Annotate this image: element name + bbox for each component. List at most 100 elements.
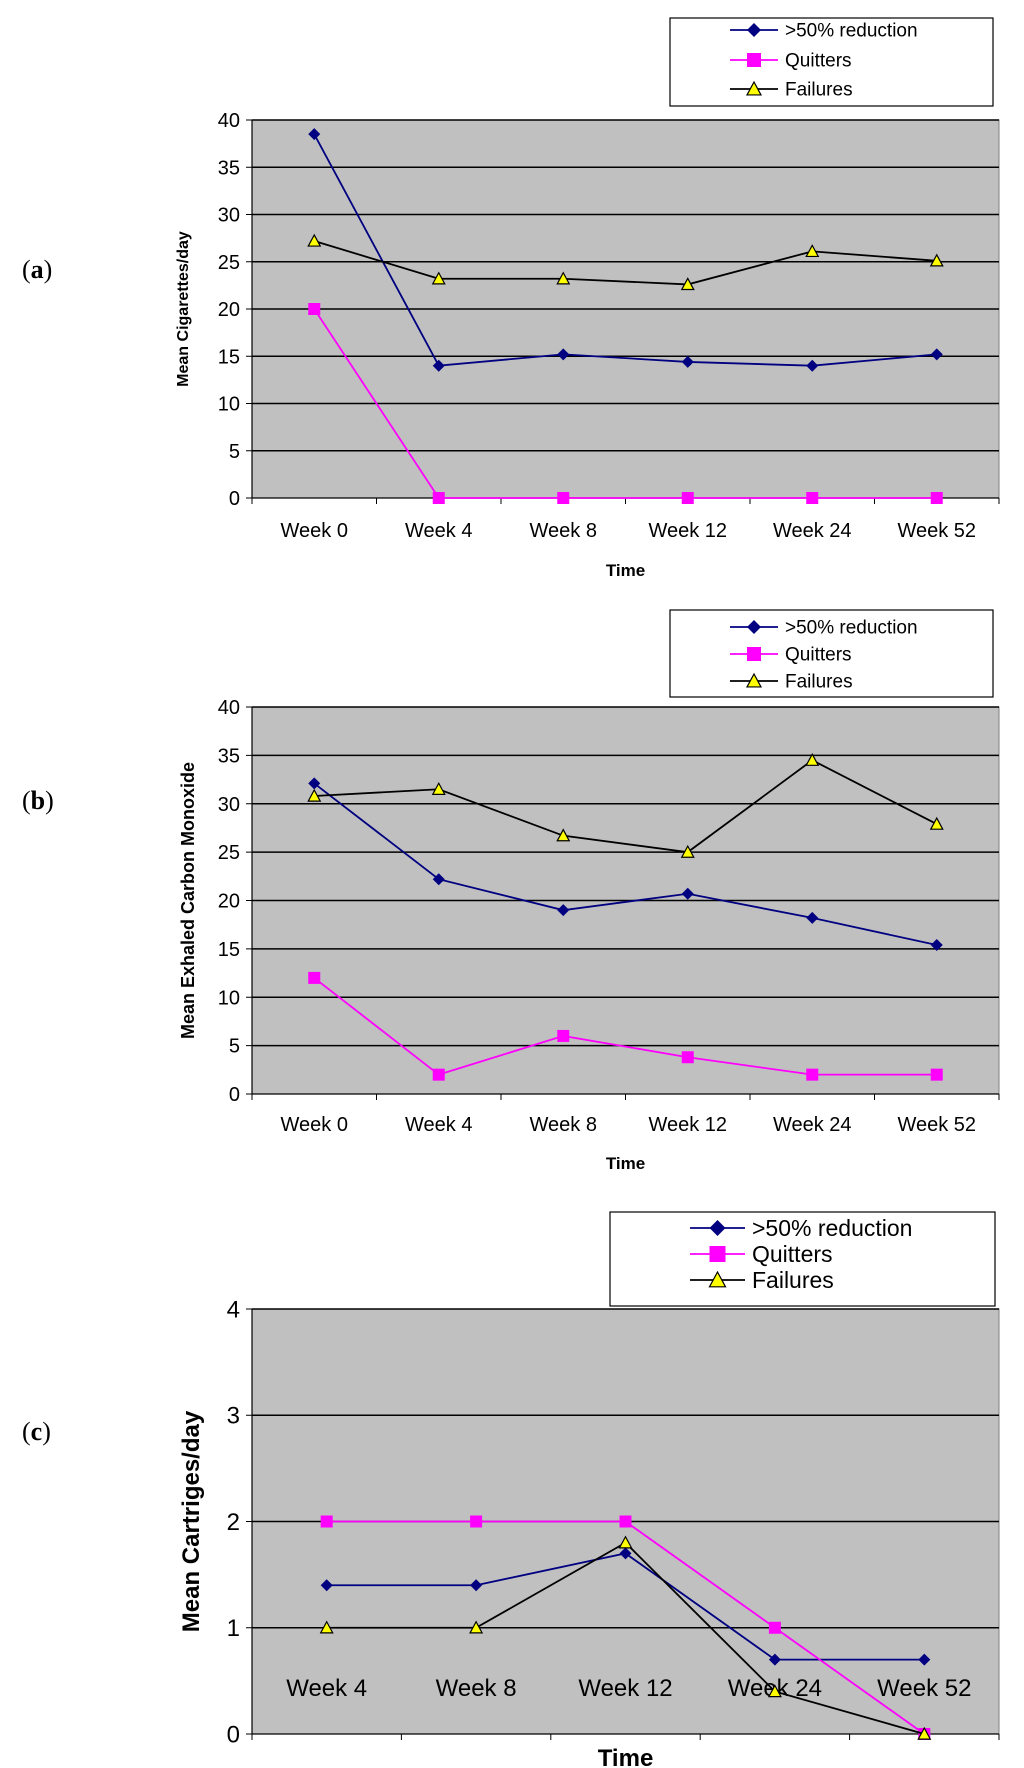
data-point-quitters	[619, 1515, 632, 1528]
data-point-failures	[618, 1535, 633, 1549]
x-tick-label: Week 0	[281, 1114, 348, 1136]
data-point-reduction	[918, 1653, 931, 1666]
x-tick-label: Week 52	[897, 520, 976, 542]
data-point-reduction	[768, 1653, 781, 1666]
legend-marker-reduction	[747, 620, 761, 634]
data-point-reduction	[930, 348, 943, 361]
data-point-failures	[307, 788, 322, 802]
x-tick-label: Week 12	[578, 1675, 672, 1702]
x-tick-label: Week 4	[405, 1114, 472, 1136]
panel-label-c: (c)	[22, 1417, 51, 1446]
y-tick-label: 35	[218, 745, 240, 767]
y-tick-label: 5	[229, 1036, 240, 1058]
y-tick-label: 1	[227, 1615, 240, 1642]
data-point-reduction	[470, 1579, 483, 1592]
data-point-quitters	[308, 303, 321, 315]
series-line-failures	[313, 240, 937, 286]
legend-label-quitters: Quitters	[752, 1241, 833, 1267]
data-point-reduction	[619, 1547, 632, 1560]
data-point-quitters	[930, 1068, 943, 1081]
data-point-failures	[469, 1620, 484, 1634]
data-point-quitters	[557, 492, 570, 504]
legend-marker-quitters	[709, 1246, 726, 1262]
data-point-quitters	[320, 1515, 333, 1528]
chart-panel-c: (c) 0 1 2 3 4 Week 4 Week 8 Week 12 Week 24 Week …	[0, 1180, 1024, 1768]
series-quitters	[308, 971, 943, 1081]
data-point-failures	[556, 828, 571, 842]
legend-label-reduction: >50% reduction	[785, 21, 918, 42]
data-point-failures	[929, 253, 944, 267]
data-point-quitters	[557, 1029, 570, 1042]
legend-label-quitters: Quitters	[785, 51, 852, 72]
data-point-failures	[556, 271, 571, 285]
data-point-quitters	[681, 1051, 694, 1064]
y-tick-label: 10	[218, 394, 240, 416]
x-tick-label: Week 0	[281, 520, 348, 542]
data-point-failures	[307, 233, 322, 247]
data-point-reduction	[681, 355, 694, 368]
legend-marker-failures	[708, 1270, 727, 1288]
y-tick-label: 25	[218, 252, 240, 274]
y-tick-label: 30	[218, 794, 240, 816]
data-point-failures	[805, 244, 820, 258]
y-tick-label: 10	[218, 987, 240, 1009]
legend-marker-reduction	[709, 1220, 726, 1236]
data-point-reduction	[557, 904, 570, 917]
data-point-failures	[805, 752, 820, 766]
series-failures	[319, 1535, 932, 1740]
y-tick-label: 40	[218, 697, 240, 719]
data-point-reduction	[432, 873, 445, 886]
data-point-quitters	[308, 971, 321, 984]
x-tick-label: Week 24	[773, 1114, 852, 1136]
data-point-failures	[929, 816, 944, 830]
series-reduction	[308, 128, 943, 372]
legend-marker-failures	[745, 80, 763, 96]
data-point-quitters	[806, 1068, 819, 1081]
y-tick-label: 40	[218, 110, 240, 132]
data-point-reduction	[806, 911, 819, 924]
y-tick-label: 15	[218, 939, 240, 961]
y-tick-label: 35	[218, 157, 240, 179]
data-point-failures	[767, 1684, 782, 1698]
y-tick-label: 3	[227, 1403, 240, 1430]
x-tick-label: Week 4	[405, 520, 472, 542]
y-tick-label: 20	[218, 891, 240, 913]
x-tick-label: Week 52	[897, 1114, 976, 1136]
series-failures	[307, 233, 944, 291]
legend-label-reduction: >50% reduction	[785, 618, 918, 639]
data-point-reduction	[930, 939, 943, 952]
y-tick-label: 0	[227, 1721, 240, 1748]
y-tick-label: 0	[229, 1084, 240, 1106]
legend-label-reduction: >50% reduction	[752, 1215, 912, 1241]
y-axis-title: Mean Cartriges/day	[178, 1410, 205, 1632]
data-point-failures	[319, 1620, 334, 1634]
y-tick-label: 4	[227, 1296, 240, 1323]
data-point-quitters	[432, 492, 445, 504]
data-point-failures	[431, 781, 446, 795]
panel-label-b: (b)	[22, 786, 54, 815]
legend-label-quitters: Quitters	[785, 645, 852, 666]
y-axis-title: Mean Exhaled Carbon Monoxide	[178, 762, 198, 1039]
x-tick-label: Week 52	[877, 1675, 971, 1702]
data-point-quitters	[432, 1068, 445, 1081]
series-line-reduction	[313, 782, 937, 946]
data-point-failures	[680, 844, 695, 858]
y-tick-label: 20	[218, 299, 240, 321]
legend-box	[669, 17, 994, 107]
data-point-reduction	[308, 128, 321, 141]
data-point-failures	[680, 277, 695, 291]
series-reduction	[320, 1547, 931, 1666]
chart-a-svg: 0 5 10 15 20 25 30 35 40 Week 0 Week 4 Week 8 Week 1…	[175, 17, 1000, 580]
data-point-quitters	[470, 1515, 483, 1528]
data-point-reduction	[432, 359, 445, 372]
y-tick-label: 2	[227, 1509, 240, 1536]
x-tick-label: Week 12	[648, 520, 727, 542]
series-failures	[307, 752, 944, 858]
x-axis-title: Time	[606, 561, 645, 580]
legend-box	[669, 609, 994, 698]
data-point-reduction	[308, 777, 321, 790]
series-line-quitters	[313, 308, 937, 499]
y-tick-label: 25	[218, 842, 240, 864]
